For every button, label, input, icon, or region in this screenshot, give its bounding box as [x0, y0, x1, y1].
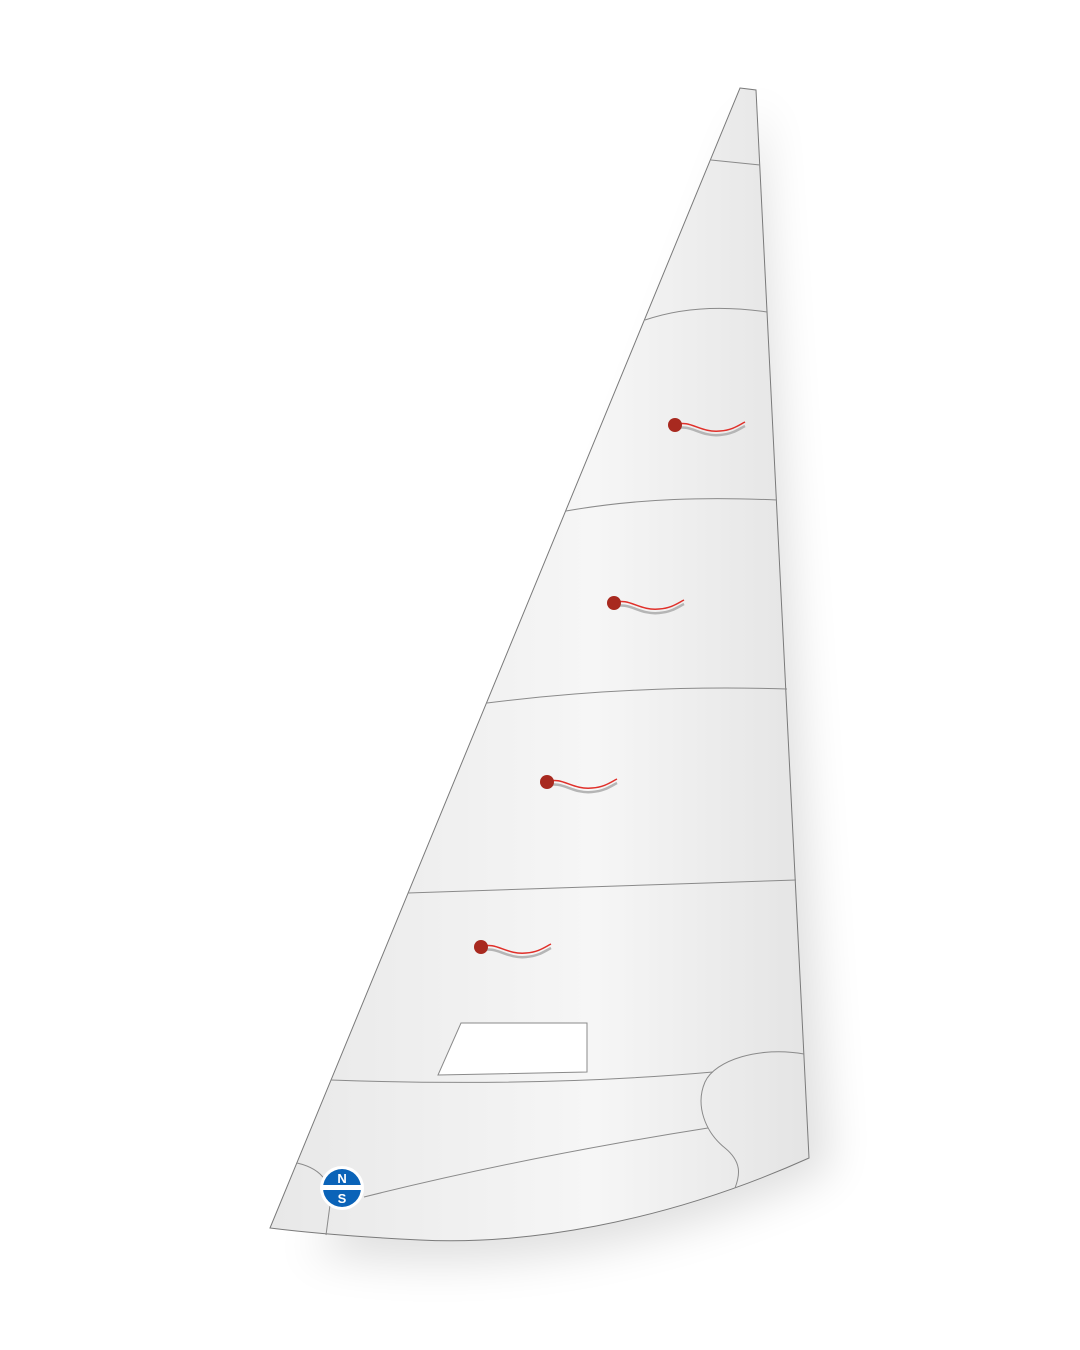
logo-letter-s: S	[338, 1191, 347, 1206]
sail-window	[437, 1022, 588, 1076]
telltale-shadow	[546, 781, 618, 794]
seam-5	[407, 879, 797, 894]
telltale-shadow	[674, 424, 746, 437]
telltale-dot	[607, 596, 621, 610]
telltale-ribbon	[546, 778, 618, 789]
sail-outline	[269, 87, 810, 1242]
clew-patch	[700, 1051, 805, 1189]
telltale-ribbon	[674, 421, 746, 432]
telltale-dot	[540, 775, 554, 789]
tack-patch-edge	[325, 1204, 331, 1236]
telltale	[540, 775, 618, 794]
telltale	[607, 596, 685, 615]
telltale-dot	[668, 418, 682, 432]
logo-letter-n: N	[337, 1171, 346, 1186]
telltale-ribbon	[613, 599, 685, 610]
telltale-ribbon	[480, 943, 552, 954]
telltale-shadow	[613, 602, 685, 615]
seam-4	[486, 687, 788, 704]
seam-1	[710, 159, 761, 166]
telltale	[474, 940, 552, 959]
telltale-shadow	[480, 946, 552, 959]
seam-6	[330, 1071, 714, 1083]
telltale-dot	[474, 940, 488, 954]
telltales	[474, 418, 746, 959]
foot-seam	[363, 1127, 709, 1198]
telltale	[668, 418, 746, 437]
seam-2	[644, 307, 768, 321]
seam-3	[565, 498, 778, 512]
north-sails-logo: N S	[320, 1166, 364, 1210]
